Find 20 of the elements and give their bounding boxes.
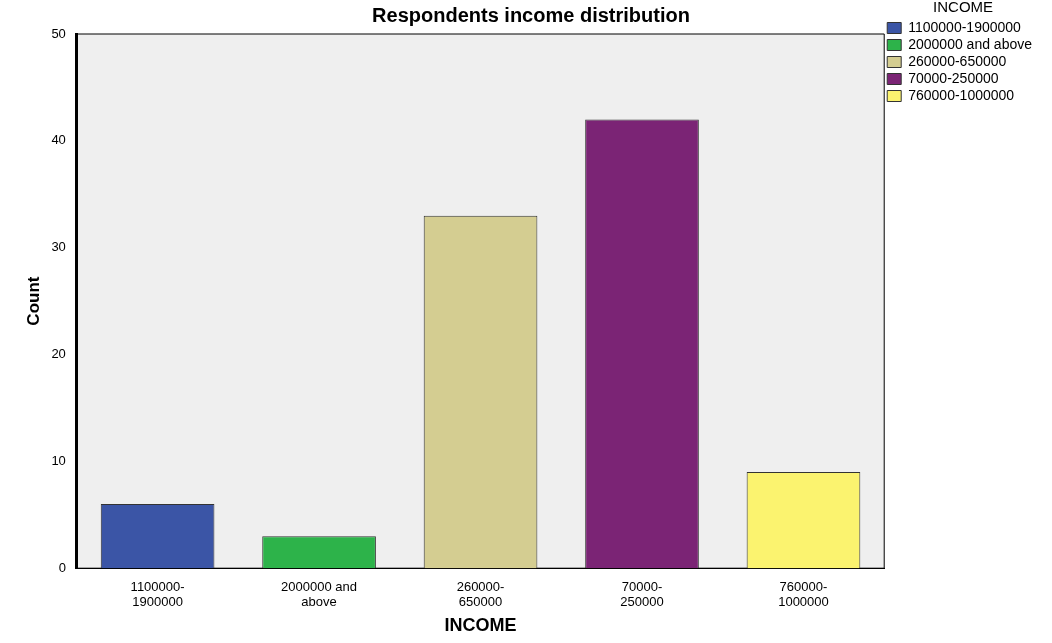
y-tick-label: 10: [51, 452, 66, 468]
y-tick-label: 0: [58, 559, 66, 575]
legend-label: 760000-1000000: [908, 86, 1015, 103]
x-axis-title: INCOME: [444, 615, 517, 636]
y-axis-title: Count: [23, 276, 43, 326]
y-tick-label: 30: [51, 239, 66, 255]
legend-label: 2000000 and above: [908, 35, 1033, 52]
y-tick-label: 20: [51, 346, 66, 362]
legend-label: 260000-650000: [908, 52, 1007, 69]
chart-title: Respondents income distribution: [372, 3, 690, 26]
x-tick-label: 70000-250000: [620, 578, 664, 610]
legend-label: 70000-250000: [908, 69, 999, 86]
x-tick-label: 1100000-1900000: [130, 578, 185, 610]
legend-label: 1100000-1900000: [908, 18, 1022, 35]
x-tick-label: 760000-1000000: [778, 578, 829, 610]
y-tick-label: 50: [51, 25, 66, 41]
legend-title: INCOME: [933, 0, 994, 15]
y-tick-label: 40: [51, 132, 66, 148]
x-tick-label: 2000000 and above: [281, 578, 358, 610]
x-tick-label: 260000-650000: [456, 578, 505, 610]
